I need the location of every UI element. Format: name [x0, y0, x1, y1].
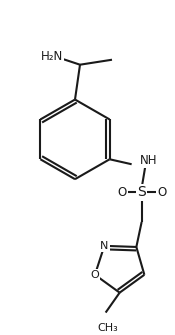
Text: CH₃: CH₃	[97, 323, 118, 333]
Text: O: O	[90, 270, 99, 280]
Text: N: N	[100, 241, 108, 251]
Text: H₂N: H₂N	[41, 50, 63, 63]
Text: O: O	[117, 186, 126, 199]
Text: O: O	[157, 186, 166, 199]
Text: NH: NH	[140, 154, 157, 167]
Text: S: S	[137, 185, 146, 199]
